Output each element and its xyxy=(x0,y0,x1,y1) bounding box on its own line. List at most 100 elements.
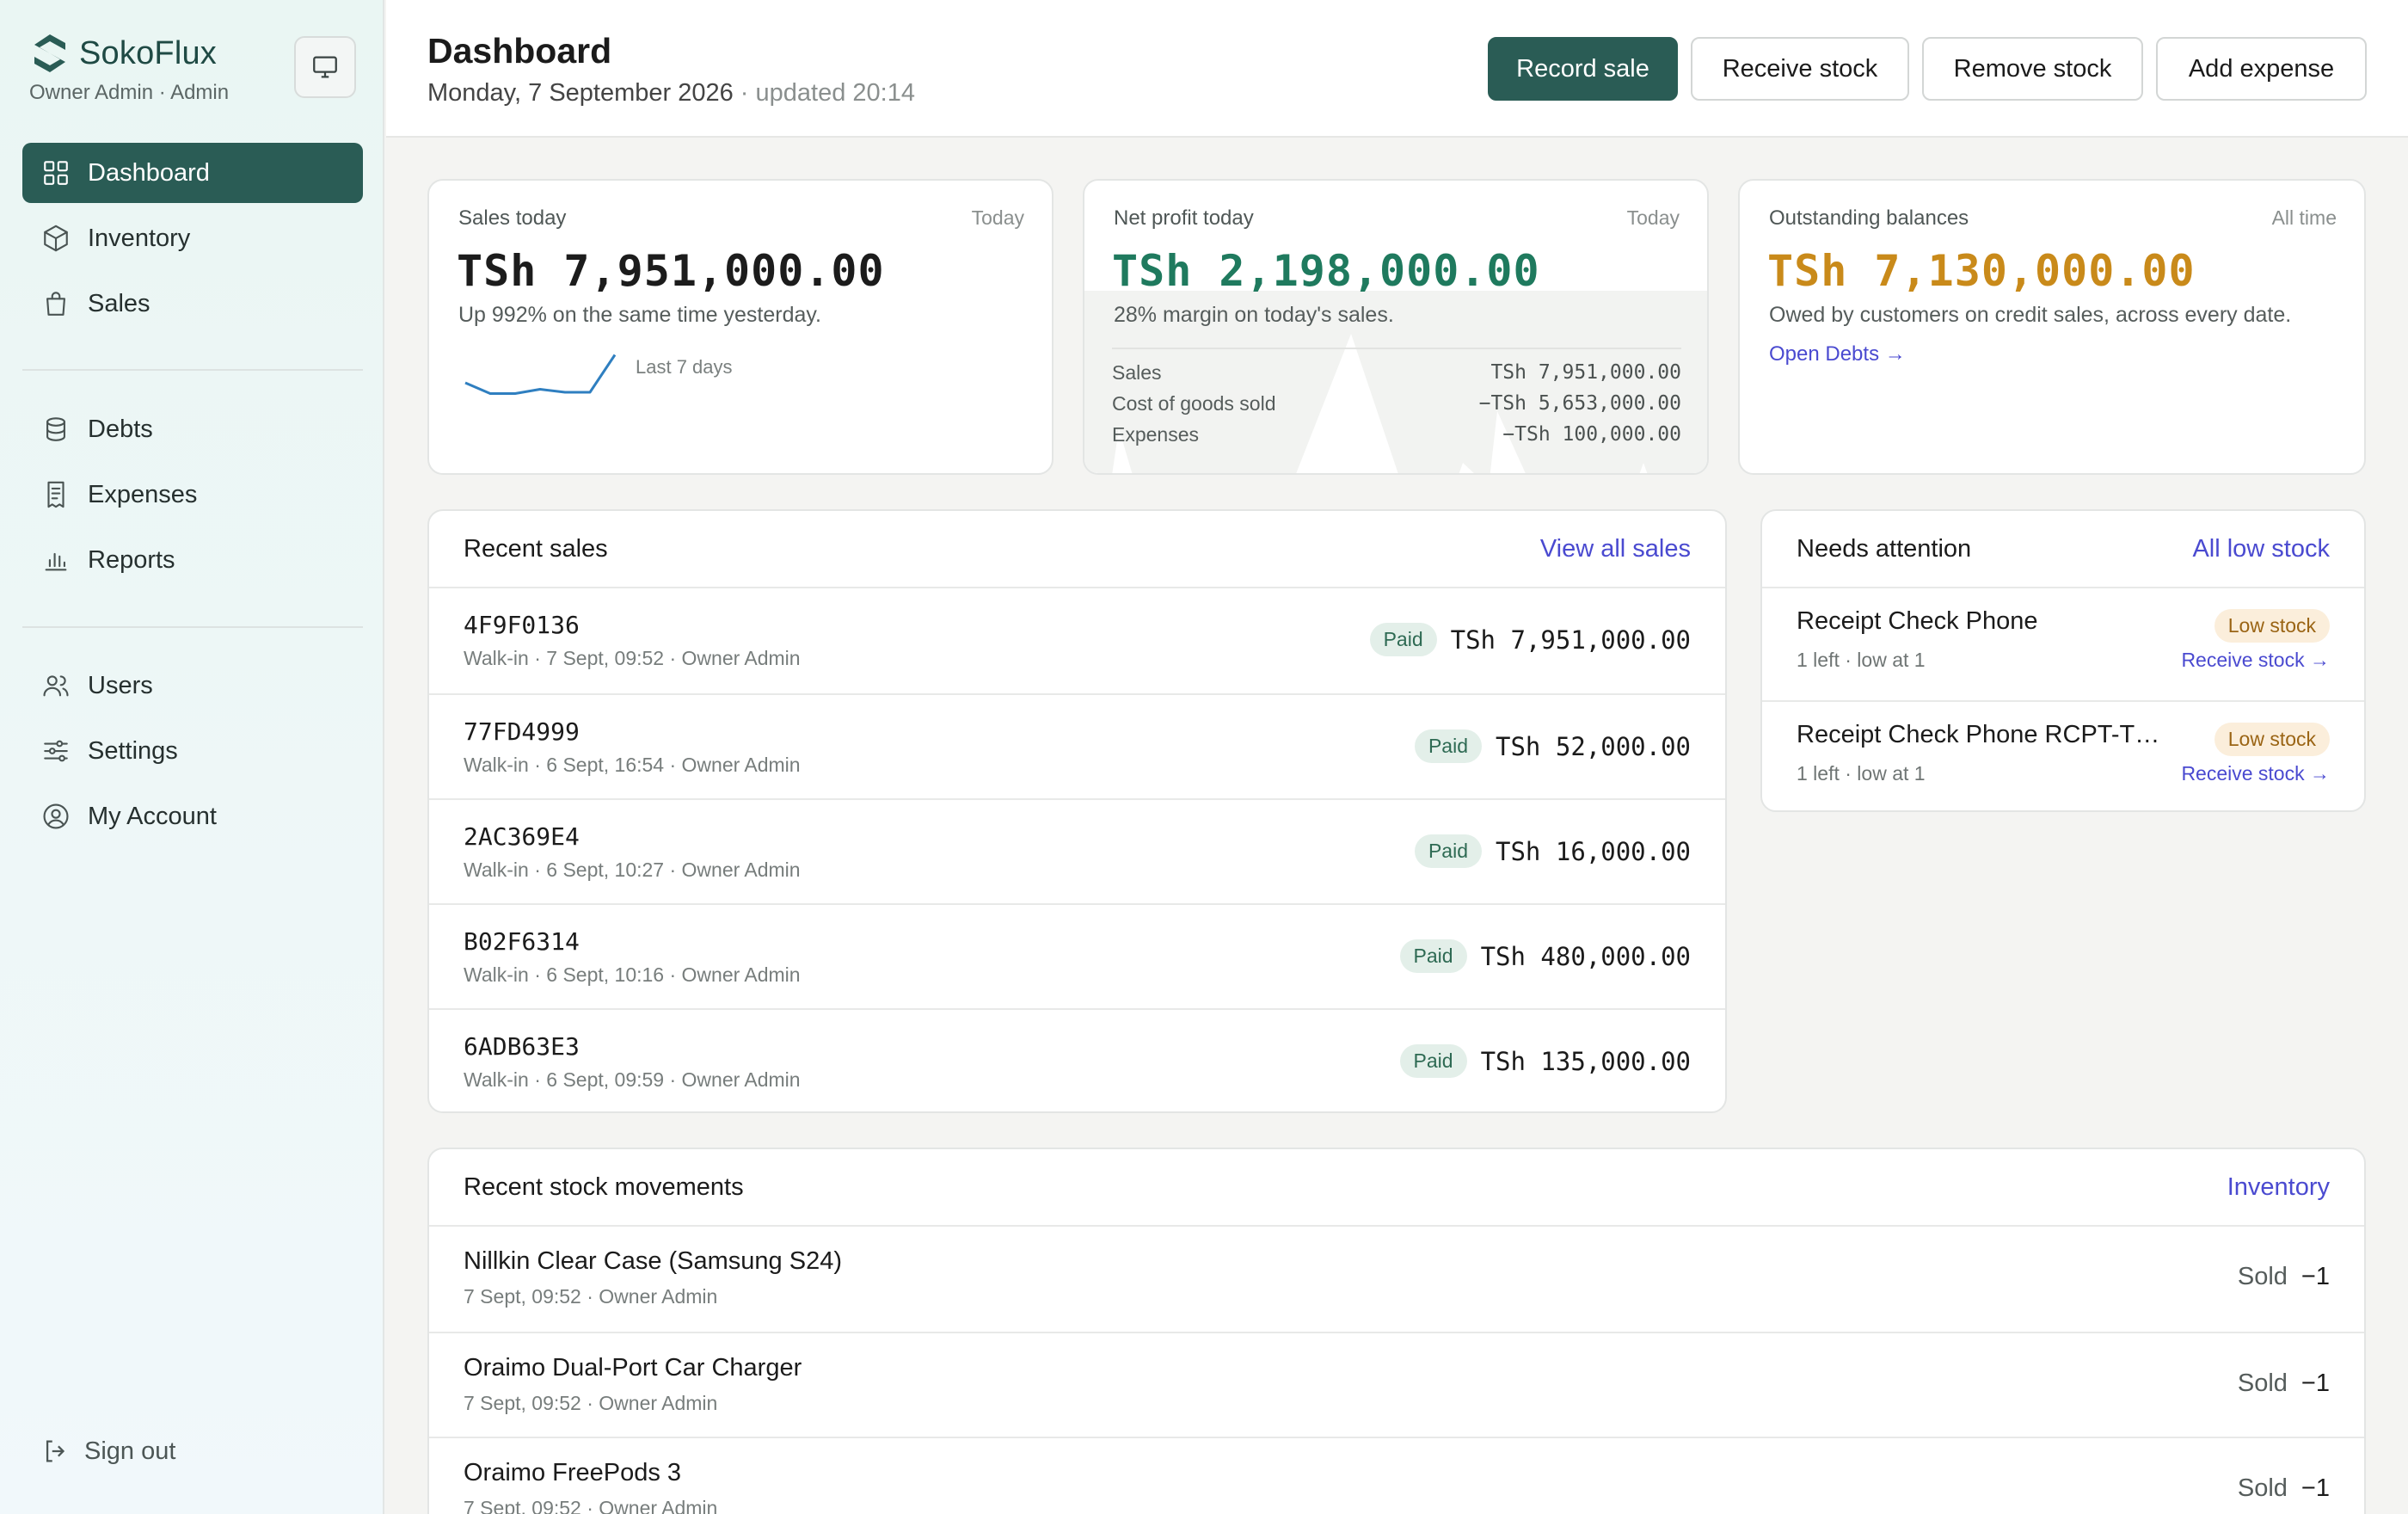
movement-product: Oraimo FreePods 3 xyxy=(464,1459,682,1486)
sidebar-item-my-account[interactable]: My Account xyxy=(22,786,363,846)
sidebar-item-expenses[interactable]: Expenses xyxy=(22,465,363,525)
sidebar-item-settings[interactable]: Settings xyxy=(22,721,363,781)
bag-icon xyxy=(46,292,65,316)
profit-row-value: −TSh 100,000.00 xyxy=(1502,423,1681,446)
movement-qty: −1 xyxy=(2300,1474,2330,1502)
panel-title: Recent stock movements xyxy=(464,1173,744,1201)
sidebar-item-label: Expenses xyxy=(88,480,198,508)
sidebar-item-label: Dashboard xyxy=(88,158,210,187)
sidebar: SokoFlux Owner Admin · Admin Dashboard In… xyxy=(0,0,384,1514)
panel-title: Recent sales xyxy=(464,535,608,563)
product-name[interactable]: Receipt Check Phone xyxy=(1797,607,2038,635)
date-text: Monday, 7 September 2026 xyxy=(427,79,734,107)
sale-id: 4F9F0136 xyxy=(464,611,580,639)
sale-row[interactable]: 6ADB63E3 Walk-in · 6 Sept, 09:59 · Owner … xyxy=(429,1008,1725,1111)
sidebar-item-sales[interactable]: Sales xyxy=(22,274,363,334)
kpi-period: All time xyxy=(2271,206,2337,229)
movement-change: Sold −1 xyxy=(2238,1369,2330,1398)
sale-meta: Walk-in · 7 Sept, 09:52 · Owner Admin xyxy=(464,647,801,669)
product-name[interactable]: Receipt Check Phone RCPT-TEST-0001 xyxy=(1797,721,2175,748)
receive-stock-button[interactable]: Receive stock xyxy=(1691,37,1909,101)
profit-row-sales: Sales TSh 7,951,000.00 xyxy=(1112,361,1681,385)
coins-icon xyxy=(46,417,65,441)
movement-product: Nillkin Clear Case (Samsung S24) xyxy=(464,1247,842,1275)
status-badge: Paid xyxy=(1399,939,1467,973)
record-sale-button[interactable]: Record sale xyxy=(1488,37,1678,101)
sidebar-item-users[interactable]: Users xyxy=(22,655,363,716)
sale-row[interactable]: 4F9F0136 Walk-in · 7 Sept, 09:52 · Owner … xyxy=(429,588,1725,693)
all-low-stock-link[interactable]: All low stock xyxy=(2192,535,2330,563)
stock-movements-panel: Recent stock movements Inventory Nillkin… xyxy=(427,1148,2366,1514)
sales-list: 4F9F0136 Walk-in · 7 Sept, 09:52 · Owner … xyxy=(429,587,1725,1111)
brand[interactable]: SokoFlux xyxy=(31,33,217,74)
sidebar-item-reports[interactable]: Reports xyxy=(22,530,363,590)
attention-list: Receipt Check Phone 1 left · low at 1 Low … xyxy=(1762,587,2364,810)
inventory-link[interactable]: Inventory xyxy=(2227,1173,2330,1201)
sale-amount: TSh 135,000.00 xyxy=(1480,1046,1691,1076)
brand-name: SokoFlux xyxy=(79,34,218,71)
open-debts-link[interactable]: Open Debts → xyxy=(1769,342,1906,366)
remove-stock-button[interactable]: Remove stock xyxy=(1922,37,2143,101)
movement-type: Sold xyxy=(2237,1263,2288,1290)
sidebar-item-inventory[interactable]: Inventory xyxy=(22,208,363,268)
sale-summary: Paid TSh 52,000.00 xyxy=(1414,729,1691,763)
sidebar-item-label: Settings xyxy=(88,736,178,765)
movement-qty: −1 xyxy=(2300,1369,2330,1397)
sidebar-item-dashboard[interactable]: Dashboard xyxy=(22,143,363,203)
profit-row-value: TSh 7,951,000.00 xyxy=(1490,361,1681,384)
status-badge: Paid xyxy=(1414,729,1483,763)
low-stock-badge: Low stock xyxy=(2214,609,2330,643)
movement-row[interactable]: Oraimo FreePods 3 7 Sept, 09:52 · Owner A… xyxy=(429,1437,2364,1514)
sale-amount: TSh 52,000.00 xyxy=(1496,731,1691,761)
movement-row[interactable]: Nillkin Clear Case (Samsung S24) 7 Sept, … xyxy=(429,1227,2364,1332)
add-expense-button[interactable]: Add expense xyxy=(2156,37,2367,101)
sale-meta: Walk-in · 6 Sept, 10:16 · Owner Admin xyxy=(464,963,801,986)
kpi-label: Sales today xyxy=(458,206,567,230)
sale-meta: Walk-in · 6 Sept, 10:27 · Owner Admin xyxy=(464,859,801,881)
sales-sparkline xyxy=(464,354,617,395)
sale-row[interactable]: 77FD4999 Walk-in · 6 Sept, 16:54 · Owner … xyxy=(429,693,1725,798)
movement-meta: 7 Sept, 09:52 · Owner Admin xyxy=(464,1285,718,1308)
receive-stock-link[interactable]: Receive stock → xyxy=(2181,762,2330,785)
sale-id: 2AC369E4 xyxy=(464,822,580,851)
sale-row[interactable]: 2AC369E4 Walk-in · 6 Sept, 10:27 · Owner … xyxy=(429,798,1725,903)
page-header: Dashboard Monday, 7 September 2026 · upd… xyxy=(386,0,2408,138)
view-all-sales-link[interactable]: View all sales xyxy=(1539,535,1691,563)
status-badge: Paid xyxy=(1369,623,1437,656)
updated-text: · updated 20:14 xyxy=(733,79,915,107)
net-profit-card: Net profit today Today TSh 2,198,000.00 … xyxy=(1083,179,1709,475)
sale-id: 6ADB63E3 xyxy=(464,1032,580,1061)
sidebar-item-label: My Account xyxy=(88,802,217,830)
nav-divider xyxy=(22,626,363,628)
profit-row-expenses: Expenses −TSh 100,000.00 xyxy=(1112,423,1681,446)
sidebar-item-debts[interactable]: Debts xyxy=(22,399,363,459)
sale-summary: Paid TSh 16,000.00 xyxy=(1414,834,1691,868)
sale-id: B02F6314 xyxy=(464,927,580,956)
sokoflux-logo-icon xyxy=(34,34,65,72)
outstanding-balances-card: Outstanding balances All time TSh 7,130,… xyxy=(1738,179,2366,475)
sale-amount: TSh 480,000.00 xyxy=(1480,941,1691,971)
sidebar-item-label: Reports xyxy=(88,545,175,574)
sign-out-button[interactable]: Sign out xyxy=(41,1437,175,1466)
recent-sales-panel: Recent sales View all sales 4F9F0136 Walk… xyxy=(427,509,1727,1113)
sale-meta: Walk-in · 6 Sept, 09:59 · Owner Admin xyxy=(464,1068,801,1091)
sale-row[interactable]: B02F6314 Walk-in · 6 Sept, 10:16 · Owner … xyxy=(429,903,1725,1008)
page-title: Dashboard xyxy=(427,31,612,71)
movement-row[interactable]: Oraimo Dual-Port Car Charger 7 Sept, 09:5… xyxy=(429,1332,2364,1437)
profit-shape-decoration xyxy=(1112,334,1648,473)
display-toggle-button[interactable] xyxy=(294,36,356,98)
profit-breakdown-bg xyxy=(1084,291,1707,473)
kpi-note: Up 992% on the same time yesterday. xyxy=(458,303,821,327)
sidebar-item-label: Debts xyxy=(88,415,153,443)
sale-summary: Paid TSh 135,000.00 xyxy=(1399,1044,1691,1078)
receive-stock-link[interactable]: Receive stock → xyxy=(2181,649,2330,671)
users-icon xyxy=(43,675,69,697)
page-date: Monday, 7 September 2026 · updated 20:14 xyxy=(427,79,915,108)
panel-title: Needs attention xyxy=(1797,535,1972,563)
sliders-icon xyxy=(44,740,68,762)
sidebar-item-label: Sales xyxy=(88,289,150,317)
profit-row-cogs: Cost of goods sold −TSh 5,653,000.00 xyxy=(1112,392,1681,415)
movement-change: Sold −1 xyxy=(2238,1474,2330,1503)
attention-row: Receipt Check Phone 1 left · low at 1 Low … xyxy=(1762,588,2364,700)
sale-summary: Paid TSh 7,951,000.00 xyxy=(1369,623,1691,656)
